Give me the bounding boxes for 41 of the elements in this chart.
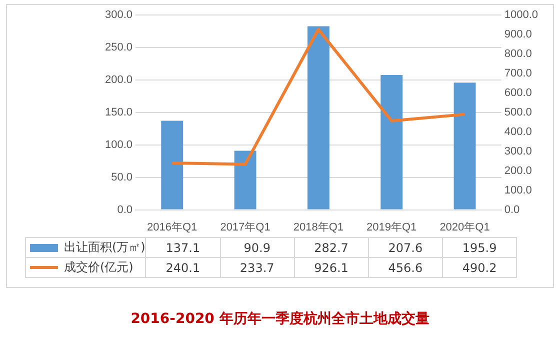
- y2-tick-label: 500.0: [504, 106, 532, 118]
- y-tick-label: 0.0: [117, 204, 133, 216]
- legend-label: 出让面积(万㎡): [64, 240, 146, 254]
- y-tick-label: 250.0: [104, 42, 133, 54]
- data-label: 207.6: [368, 238, 442, 258]
- data-label: 490.2: [442, 258, 517, 278]
- y2-tick-label: 600.0: [504, 86, 532, 99]
- legend-label: 成交价(亿元): [64, 260, 134, 274]
- y2-tick-label: 200.0: [504, 164, 532, 177]
- x-tick-label: 2020年Q1: [440, 221, 490, 234]
- y2-tick-label: 1000.0: [504, 9, 538, 22]
- bar: [454, 82, 476, 210]
- x-tick-label: 2017年Q1: [220, 221, 270, 234]
- y-tick-label: 300.0: [104, 9, 133, 22]
- x-tick-label: 2016年Q1: [147, 221, 198, 234]
- x-tick-label: 2018年Q1: [293, 221, 344, 234]
- text: 2016-2020 年历年一季度杭州全市土地成交量: [130, 310, 430, 328]
- y2-tick-label: 400.0: [504, 126, 532, 138]
- data-label: 926.1: [294, 258, 368, 278]
- y-tick-label: 200.0: [104, 74, 133, 86]
- y2-tick-label: 800.0: [504, 48, 532, 60]
- data-label: 456.6: [368, 258, 442, 278]
- data-label: 137.1: [146, 238, 220, 258]
- y-tick-label: 50.0: [111, 171, 133, 184]
- y2-tick-label: 100.0: [504, 184, 532, 196]
- bar: [161, 120, 184, 210]
- y-tick-label: 100.0: [104, 138, 133, 151]
- data-label: 282.7: [294, 238, 368, 258]
- y2-tick-label: 0.0: [504, 204, 520, 216]
- y2-tick-label: 900.0: [504, 28, 532, 41]
- bar: [380, 75, 403, 210]
- data-label: 195.9: [442, 238, 517, 258]
- y2-tick-label: 300.0: [504, 145, 532, 158]
- data-label: 233.7: [220, 258, 294, 278]
- data-label: 240.1: [146, 258, 220, 278]
- bar: [307, 26, 330, 210]
- y2-tick-label: 700.0: [504, 67, 532, 80]
- bar: [234, 150, 256, 210]
- y-tick-label: 150.0: [104, 106, 133, 118]
- data-label: 90.9: [220, 238, 294, 258]
- x-tick-label: 2019年Q1: [366, 221, 417, 234]
